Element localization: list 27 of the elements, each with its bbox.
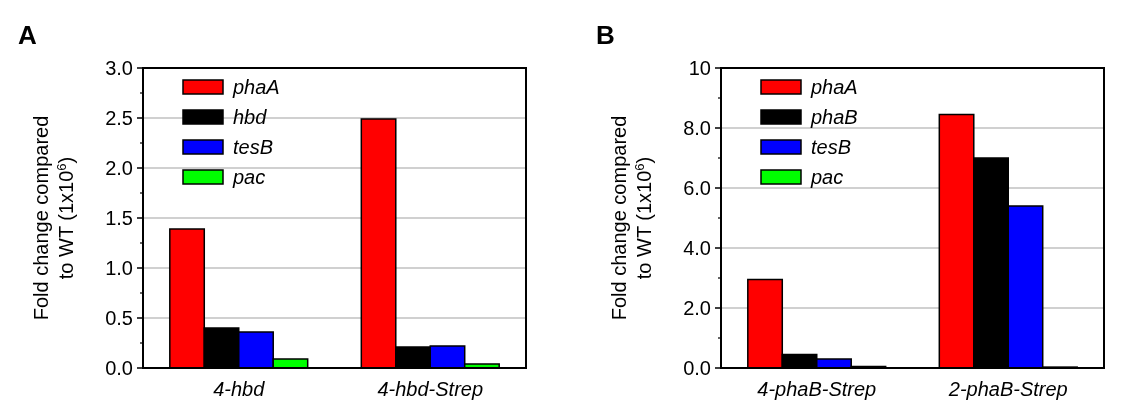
x-tick-label: 4-phaB-Strep: [757, 378, 877, 400]
y-tick-label: 2.5: [105, 107, 133, 129]
y-tick-label: 1.0: [105, 257, 133, 279]
x-tick-label: 4-hbd-Strep: [377, 378, 484, 400]
y-tick-label: 6.0: [683, 177, 711, 199]
text: B: [596, 20, 615, 50]
legend-label: pac: [810, 166, 844, 188]
legend-label: phaB: [810, 106, 858, 128]
y-tick-label: 8.0: [683, 117, 711, 139]
y-tick-label: 1.5: [105, 207, 133, 229]
legend-label: tesB: [811, 136, 852, 158]
x-tick-label: 4-hbd: [213, 378, 266, 400]
legend-label: tesB: [233, 136, 274, 158]
y-tick-label: 0.0: [683, 357, 711, 379]
legend-label: phaA: [232, 76, 280, 98]
legend-label: hbd: [233, 106, 268, 128]
y-tick-label: 2.0: [105, 157, 133, 179]
x-tick-label: 2-phaB-Strep: [947, 378, 1068, 400]
y-tick-label: 0.5: [105, 307, 133, 329]
y-tick-label: 4.0: [683, 237, 711, 259]
y-tick-label: 0.0: [105, 357, 133, 379]
legend-label: phaA: [810, 76, 858, 98]
text: A: [18, 20, 37, 50]
y-tick-label: 2.0: [683, 297, 711, 319]
legend-label: pac: [232, 166, 266, 188]
y-tick-label: 3.0: [105, 57, 133, 79]
y-tick-label: 10: [688, 57, 711, 79]
